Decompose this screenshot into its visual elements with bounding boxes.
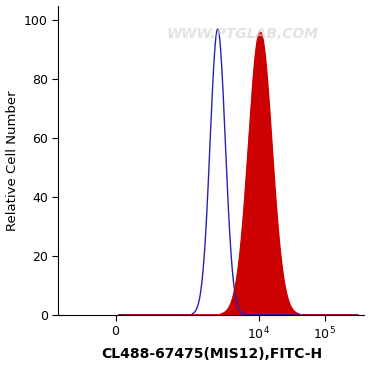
X-axis label: CL488-67475(MIS12),FITC-H: CL488-67475(MIS12),FITC-H [101, 348, 322, 361]
Y-axis label: Relative Cell Number: Relative Cell Number [6, 90, 18, 230]
Text: WWW.PTGLAB.COM: WWW.PTGLAB.COM [166, 27, 318, 41]
